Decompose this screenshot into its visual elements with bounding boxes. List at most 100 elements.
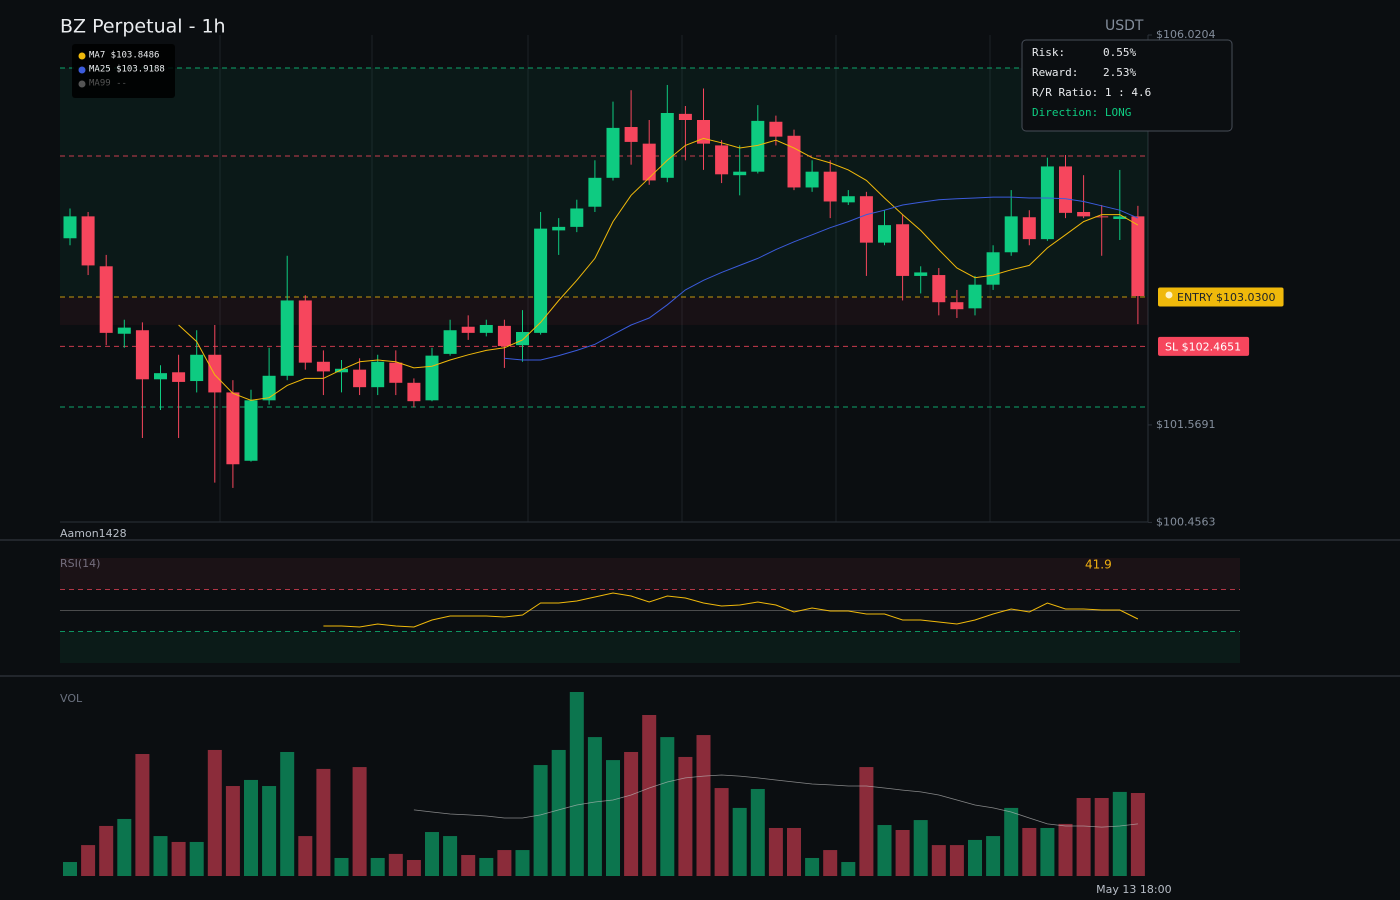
candle-body xyxy=(172,372,186,382)
candle-body xyxy=(154,373,167,380)
volume-bar xyxy=(225,786,240,876)
overbought-zone xyxy=(60,558,1240,590)
legend-name: MA7 xyxy=(89,51,105,61)
level-label: ENTRY $103.0300 xyxy=(1177,291,1276,304)
candle-body xyxy=(624,127,638,142)
volume-bar xyxy=(515,850,530,876)
y-tick-label: $101.5691 xyxy=(1156,418,1216,431)
volume-bar xyxy=(624,751,639,876)
zone xyxy=(60,296,1148,325)
tooltip-label: Reward: xyxy=(1032,66,1078,79)
candle-body xyxy=(552,226,566,231)
legend-name: MA99 xyxy=(89,79,111,89)
volume-bar xyxy=(1130,793,1145,876)
volume-bar xyxy=(334,857,349,876)
volume-bar xyxy=(1022,827,1037,876)
candle-body xyxy=(1040,166,1054,240)
entry-icon xyxy=(1165,291,1173,299)
volume-bar xyxy=(63,862,77,876)
volume-bar xyxy=(316,768,331,876)
legend-bg xyxy=(72,44,175,98)
candle-body xyxy=(678,113,692,121)
volume-bar xyxy=(678,756,693,876)
oversold-zone xyxy=(60,631,1240,663)
volume-bar xyxy=(587,737,602,876)
level-badge: SL $102.4651 xyxy=(1158,336,1250,356)
candle-body xyxy=(805,171,819,188)
candle-body xyxy=(1004,216,1018,253)
volume-bar xyxy=(859,767,874,876)
chart-title: BZ Perpetual - 1h xyxy=(60,16,226,38)
candle-body xyxy=(968,284,982,309)
volume-bar xyxy=(642,715,657,876)
currency: USDT xyxy=(1105,18,1144,34)
tooltip-label: Risk: xyxy=(1032,46,1065,59)
candle-body xyxy=(1077,211,1091,217)
volume-bar xyxy=(606,760,620,876)
volume-bar xyxy=(732,807,747,876)
candle-body xyxy=(99,266,113,333)
candle-body xyxy=(914,272,928,276)
candle-body xyxy=(787,135,801,188)
candle-body xyxy=(859,196,873,243)
volume-bar xyxy=(1112,791,1127,876)
candle-body xyxy=(353,369,367,388)
tooltip-value: 0.55% xyxy=(1103,46,1136,59)
y-tick-label: $106.0204 xyxy=(1156,28,1216,41)
candle-body xyxy=(244,400,258,461)
candle-body xyxy=(715,145,729,175)
volume-bar xyxy=(189,841,204,876)
candle-body xyxy=(190,354,204,382)
volume-bar xyxy=(352,767,367,876)
candle-body xyxy=(497,325,511,347)
candle-body xyxy=(516,331,529,346)
volume-bar xyxy=(787,827,801,876)
volume-bar xyxy=(406,859,421,876)
volume-bar xyxy=(81,845,96,876)
candle-body xyxy=(660,112,674,178)
candle-body xyxy=(642,143,656,181)
candle-body xyxy=(298,300,312,363)
candle-body xyxy=(208,354,222,393)
volume-bar xyxy=(1094,797,1109,876)
candle-body xyxy=(63,216,77,239)
tooltip-bg xyxy=(1021,39,1233,132)
volume-ma xyxy=(413,774,1138,828)
legend-value: $103.9188 xyxy=(116,65,165,75)
candle-body xyxy=(878,225,891,243)
level-badge-bg xyxy=(1158,287,1284,307)
rsi-last: 41.9 xyxy=(1085,558,1112,572)
volume-bar xyxy=(805,857,820,876)
candle-body xyxy=(316,361,330,372)
candle-body xyxy=(986,252,1000,285)
volume-bar xyxy=(696,735,711,876)
volume-bar xyxy=(171,841,186,876)
volume-bar xyxy=(895,830,910,876)
volume-bar xyxy=(117,818,132,876)
candle-body xyxy=(479,324,493,333)
candle-body xyxy=(932,275,946,303)
volume-bar xyxy=(986,836,1001,876)
volume-bar xyxy=(262,786,277,876)
volume-bar xyxy=(569,692,584,876)
volume-bar xyxy=(280,751,295,876)
candle-body xyxy=(461,326,475,333)
candle-body xyxy=(1095,216,1109,218)
candle-body xyxy=(389,362,403,383)
candle-body xyxy=(588,177,602,207)
volume-bar xyxy=(244,779,258,876)
volume-bar xyxy=(1058,823,1073,876)
volume-bar xyxy=(714,788,729,876)
candle-body xyxy=(534,228,548,333)
tooltip-value: 2.53% xyxy=(1103,66,1136,79)
legend-name: MA25 xyxy=(89,65,111,75)
tooltip: Risk: 0.55% Reward: 2.53% R/R Ratio: 1 : 4.6 D… xyxy=(1021,39,1233,132)
ma-line xyxy=(504,196,1139,361)
candle-body xyxy=(371,361,385,388)
candle-body xyxy=(135,330,149,380)
candle-body xyxy=(841,196,855,203)
volume-bar xyxy=(388,853,403,876)
volume-bar xyxy=(135,754,150,876)
